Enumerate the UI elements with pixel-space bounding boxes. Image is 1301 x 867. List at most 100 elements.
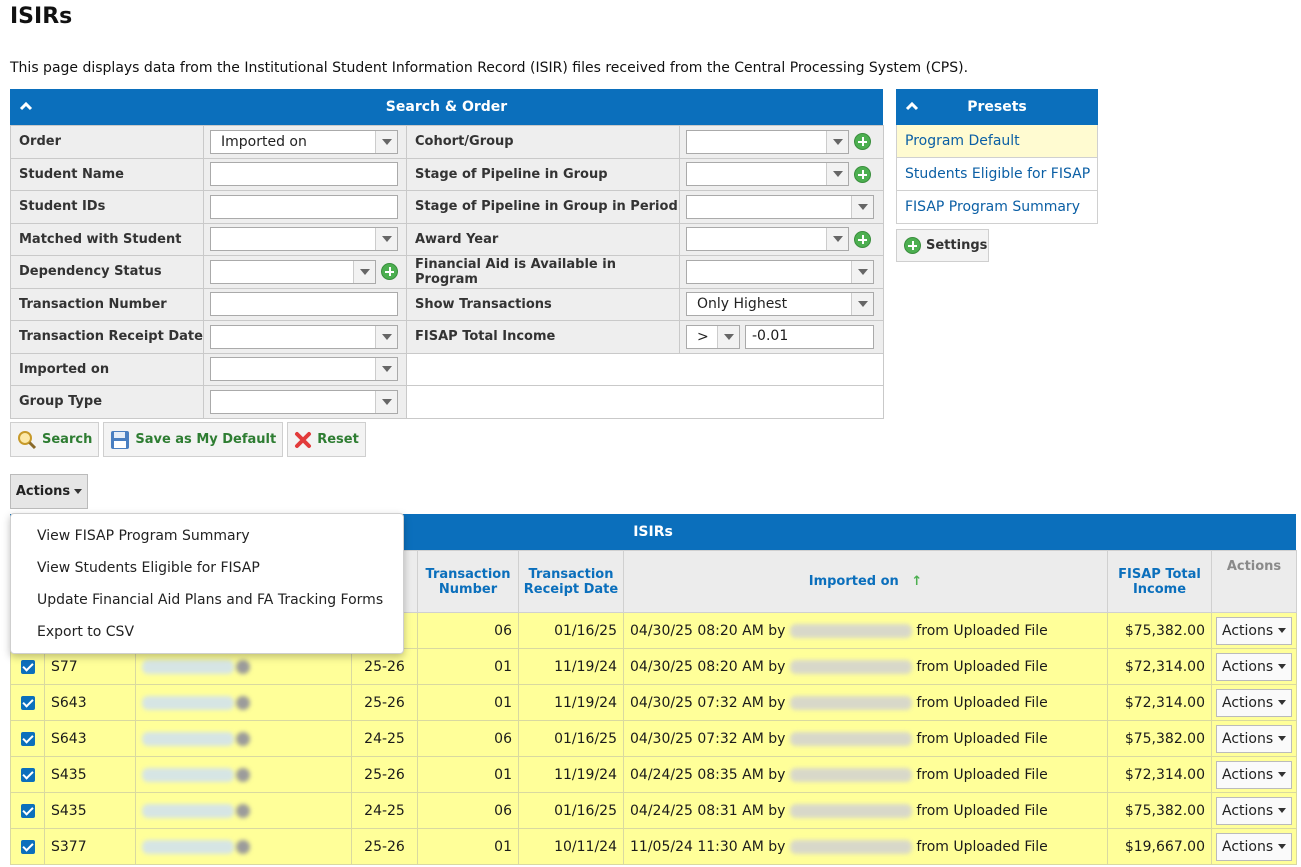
- student-id-cell[interactable]: S377: [44, 828, 136, 865]
- stage-of-pipeline-in-group-label: Stage of Pipeline in Group: [406, 157, 680, 191]
- transaction-receipt-date-cell: [203, 320, 407, 354]
- add-icon[interactable]: [381, 263, 398, 281]
- search-button-label: Search: [42, 432, 93, 447]
- menu-item-update-financial-aid-plans-and-fa-tracking-forms[interactable]: Update Financial Aid Plans and FA Tracki…: [37, 592, 384, 608]
- dependency-status-select[interactable]: [210, 259, 376, 284]
- table-row: S435 24-25 06 01/16/25 04/24/25 08:31 AM by …: [10, 792, 1297, 829]
- cohort-group-label: Cohort/Group: [406, 125, 680, 159]
- import-source: from Uploaded File: [916, 730, 1048, 747]
- transaction-receipt-date-select[interactable]: [210, 324, 398, 349]
- menu-item-export-to-csv[interactable]: Export to CSV: [37, 624, 135, 640]
- caret-down-icon: [74, 489, 83, 494]
- matched-with-student-select[interactable]: [210, 227, 398, 252]
- row-checkbox[interactable]: [20, 839, 35, 854]
- row-checkbox[interactable]: [20, 803, 35, 818]
- stage-of-pipeline-in-group-select[interactable]: [686, 162, 849, 187]
- caret-down-icon: [1278, 628, 1287, 633]
- redacted-user: [789, 659, 912, 674]
- dropdown-arrow-icon: [851, 195, 873, 218]
- actions-menu-button[interactable]: Actions: [10, 474, 88, 509]
- search-order-header[interactable]: Search & Order: [10, 89, 883, 125]
- imported-datetime: 04/30/25 07:32 AM: [630, 730, 764, 747]
- order-select[interactable]: Imported on: [210, 129, 398, 154]
- chevron-up-icon[interactable]: [905, 100, 919, 112]
- redacted-name: [142, 767, 234, 782]
- financial-aid-is-available-in-program-select[interactable]: [686, 259, 874, 284]
- financial-aid-is-available-in-program-label: Financial Aid is Available in Program: [406, 255, 680, 289]
- matched-with-student-cell: [203, 222, 407, 256]
- student-id-cell[interactable]: S643: [44, 720, 136, 757]
- presets-title: Presets: [967, 99, 1027, 115]
- col-transaction-number[interactable]: Transaction Number: [417, 550, 519, 613]
- row-actions-button[interactable]: Actions: [1216, 724, 1293, 753]
- dropdown-arrow-icon: [826, 228, 848, 251]
- info-icon: [236, 767, 250, 782]
- row-select-cell: [10, 828, 45, 865]
- menu-item-view-students-eligible-for-fisap[interactable]: View Students Eligible for FISAP: [37, 560, 260, 576]
- row-actions-button[interactable]: Actions: [1216, 760, 1293, 789]
- add-icon[interactable]: [854, 165, 871, 183]
- preset-students-eligible-for-fisap[interactable]: Students Eligible for FISAP: [896, 158, 1098, 191]
- fisap-income-cell: $75,382.00: [1107, 792, 1212, 829]
- cohort-group-select[interactable]: [686, 129, 849, 154]
- save-default-button[interactable]: Save as My Default: [103, 422, 284, 457]
- plus-circle-icon: [904, 237, 921, 254]
- show-transactions-select[interactable]: Only Highest: [686, 292, 874, 317]
- award-year-select[interactable]: [686, 227, 849, 252]
- imported-datetime: 04/30/25 07:32 AM: [630, 694, 764, 711]
- transaction-number-label: Transaction Number: [10, 287, 204, 321]
- redacted-user: [789, 767, 912, 782]
- transaction-number-input[interactable]: [210, 292, 398, 317]
- add-icon[interactable]: [854, 230, 871, 248]
- imported-on-cell: 11/05/24 11:30 AM by from Uploaded File: [623, 828, 1108, 865]
- student-name-cell[interactable]: [135, 828, 352, 865]
- student-id-cell[interactable]: S435: [44, 756, 136, 793]
- sort-ascending-icon: ↑: [911, 574, 923, 589]
- student-name-cell[interactable]: [135, 756, 352, 793]
- award-year-cell: 25-26: [351, 756, 418, 793]
- settings-button[interactable]: Settings: [896, 229, 989, 262]
- chevron-up-icon[interactable]: [19, 100, 33, 112]
- student-name-cell[interactable]: [135, 792, 352, 829]
- redacted-name: [142, 839, 234, 854]
- row-checkbox[interactable]: [20, 695, 35, 710]
- row-actions-button[interactable]: Actions: [1216, 652, 1293, 681]
- row-actions-button[interactable]: Actions: [1216, 796, 1293, 825]
- row-checkbox[interactable]: [20, 659, 35, 674]
- reset-button[interactable]: Reset: [287, 422, 366, 457]
- row-actions-button[interactable]: Actions: [1216, 616, 1293, 645]
- student-name-cell[interactable]: [135, 684, 352, 721]
- presets-header[interactable]: Presets: [896, 89, 1098, 125]
- imported-datetime: 04/24/25 08:35 AM: [630, 766, 764, 783]
- preset-program-default[interactable]: Program Default: [896, 125, 1098, 158]
- row-actions-button[interactable]: Actions: [1216, 832, 1293, 861]
- student-ids-input[interactable]: [210, 194, 398, 219]
- col-fisap-total-income[interactable]: FISAP Total Income: [1107, 550, 1212, 613]
- row-checkbox[interactable]: [20, 731, 35, 746]
- show-transactions-cell: Only Highest: [679, 287, 884, 321]
- imported-on-header-label: Imported on: [808, 574, 899, 589]
- imported-on-cell: 04/30/25 07:32 AM by from Uploaded File: [623, 720, 1108, 757]
- col-transaction-receipt-date[interactable]: Transaction Receipt Date: [518, 550, 624, 613]
- search-button[interactable]: Search: [10, 422, 100, 457]
- fisap-total-income-input[interactable]: -0.01: [745, 324, 874, 349]
- row-actions-button[interactable]: Actions: [1216, 688, 1293, 717]
- student-id-cell[interactable]: S643: [44, 684, 136, 721]
- student-id-cell[interactable]: S435: [44, 792, 136, 829]
- add-icon[interactable]: [854, 133, 871, 151]
- stage-of-pipeline-in-group-in-period-select[interactable]: [686, 194, 874, 219]
- transaction-number-cell: 01: [417, 684, 519, 721]
- menu-item-view-fisap-program-summary[interactable]: View FISAP Program Summary: [37, 528, 250, 544]
- row-checkbox[interactable]: [20, 767, 35, 782]
- group-type-select[interactable]: [210, 389, 398, 414]
- imported-on-select[interactable]: [210, 357, 398, 382]
- preset-fisap-program-summary[interactable]: FISAP Program Summary: [896, 191, 1098, 224]
- student-name-cell[interactable]: [135, 648, 352, 685]
- income-operator-select[interactable]: >: [686, 324, 740, 349]
- student-name-cell[interactable]: [135, 720, 352, 757]
- student-name-input[interactable]: [210, 162, 398, 187]
- receipt-date-cell: 01/16/25: [518, 792, 624, 829]
- col-imported-on[interactable]: Imported on ↑: [623, 550, 1108, 613]
- search-row: Dependency Status Financial Aid is Availa…: [10, 255, 884, 289]
- row-actions-label: Actions: [1222, 838, 1274, 855]
